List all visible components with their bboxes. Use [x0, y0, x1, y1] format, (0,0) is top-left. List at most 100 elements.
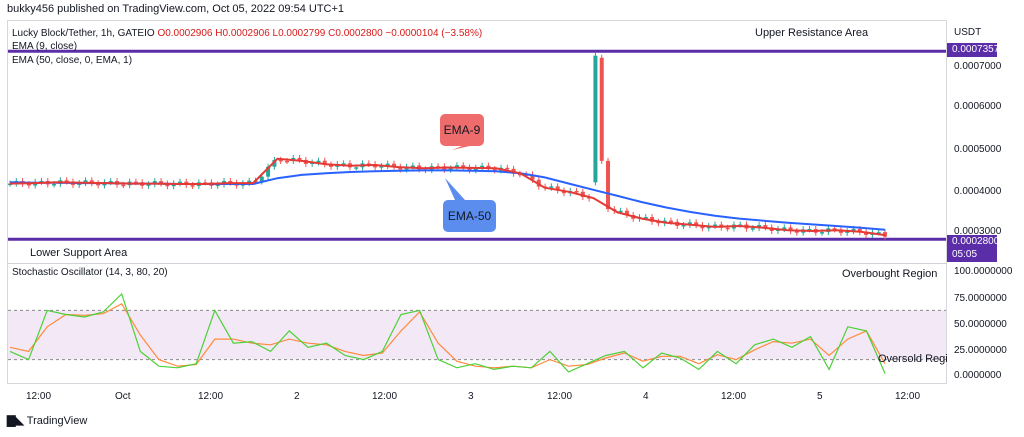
candle-body: [108, 181, 113, 183]
candle-body: [492, 169, 497, 171]
candle-body: [606, 160, 611, 210]
candle-body: [643, 217, 648, 219]
ema50-legend[interactable]: EMA (50, close, 0, EMA, 1): [12, 55, 133, 66]
time-tick: 12:00: [721, 391, 747, 402]
symbol-name: Lucky Block/Tether, 1h, GATEIO: [12, 28, 155, 39]
candle-body: [39, 180, 44, 183]
osc-tick: 100.0000000: [954, 266, 1013, 277]
candle-body: [473, 167, 478, 171]
brand-label: TradingView: [26, 415, 88, 427]
candle-body: [329, 164, 334, 167]
symbol-legend: Lucky Block/Tether, 1h, GATEIO O0.000290…: [12, 28, 482, 39]
candle-body: [668, 220, 673, 223]
candle-body: [656, 221, 661, 224]
candle-body: [681, 224, 686, 227]
time-tick: Oct: [115, 391, 131, 402]
candle-body: [845, 231, 850, 233]
candle-body: [618, 210, 623, 213]
time-tick: 2: [294, 391, 300, 402]
candle-body: [259, 176, 264, 182]
tradingview-footer[interactable]: ▇◣ TradingView: [7, 414, 87, 427]
price-tick: 0.0003000: [954, 226, 1002, 237]
candle-body: [177, 181, 182, 184]
candle-body: [278, 159, 283, 162]
candle-body: [461, 165, 466, 168]
oversold-label: Oversold Regi: [878, 353, 948, 365]
tradingview-logo-icon: ▇◣: [7, 415, 24, 427]
candle-body: [694, 222, 699, 226]
candle-body: [121, 184, 126, 187]
candle-body: [297, 157, 302, 160]
publisher-line: bukky456 published on TradingView.com, O…: [7, 3, 345, 15]
price-tick: 0.0005000: [954, 144, 1002, 155]
candle-body: [190, 185, 195, 187]
candle-body: [379, 166, 384, 168]
ema9-legend[interactable]: EMA (9, close): [12, 41, 78, 52]
publish-bar: bukky456 published on TradingView.com, O…: [0, 0, 1024, 20]
candle-body: [272, 159, 277, 167]
candle-body: [448, 168, 453, 170]
overbought-label: Overbought Region: [842, 268, 938, 280]
candle-body: [782, 227, 787, 230]
candle-body: [807, 229, 812, 231]
countdown-tag: 05:05: [947, 248, 997, 262]
ema9-callout: EMA-9: [440, 114, 484, 146]
stoch-legend[interactable]: Stochastic Oscillator (14, 3, 80, 20): [12, 267, 168, 278]
upper-resistance-label: Upper Resistance Area: [755, 27, 869, 39]
stoch-d-line: [9, 303, 886, 369]
candle-body: [215, 184, 220, 187]
candle-body: [820, 232, 825, 234]
time-tick: 12:00: [198, 391, 224, 402]
candle-body: [322, 160, 327, 165]
candle-body: [83, 180, 88, 184]
upper-price-tag: 0.0007357: [947, 43, 999, 57]
time-tick: 4: [643, 391, 649, 402]
candle-body: [385, 163, 390, 167]
candle-body: [26, 183, 31, 186]
candle-body: [266, 166, 271, 177]
osc-tick: 50.0000000: [954, 319, 1007, 330]
candle-body: [574, 190, 579, 193]
candle-body: [725, 227, 730, 230]
candle-body: [391, 163, 396, 167]
candle-body: [165, 183, 170, 187]
candle-body: [549, 186, 554, 188]
candle-body: [505, 167, 510, 170]
time-tick: 12:00: [372, 391, 398, 402]
candle-body: [832, 228, 837, 230]
candle-body: [341, 163, 346, 165]
candle-body: [864, 232, 869, 235]
ema50-callout-pointer: [445, 178, 465, 200]
candle-body: [52, 184, 57, 186]
price-tick: 0.0006000: [954, 101, 1002, 112]
candle-body: [530, 174, 535, 180]
time-tick: 12:00: [26, 391, 52, 402]
candle-body: [857, 228, 862, 233]
candle-body: [410, 165, 415, 168]
price-axis[interactable]: [947, 20, 1024, 384]
candle-body: [624, 210, 629, 216]
candle-body: [8, 183, 12, 186]
candle-body: [96, 183, 101, 186]
osc-tick: 75.0000000: [954, 293, 1007, 304]
candle-body: [64, 180, 69, 182]
candle-body: [247, 180, 252, 183]
candle-body: [593, 55, 598, 183]
candle-body: [284, 160, 289, 163]
candle-body: [713, 224, 718, 227]
candle-body: [555, 186, 560, 191]
current-price-tag: 0.0002800: [947, 235, 999, 249]
osc-tick: 0.0000000: [954, 370, 1002, 381]
pane-divider[interactable]: [7, 263, 947, 264]
candle-body: [354, 167, 359, 169]
lower-support-label: Lower Support Area: [30, 247, 128, 259]
candle-body: [228, 180, 233, 183]
candle-body: [851, 228, 856, 232]
candle-body: [366, 163, 371, 165]
candle-body: [146, 184, 151, 186]
price-tick: 0.0004000: [954, 186, 1002, 197]
candle-body: [750, 228, 755, 230]
candle-body: [133, 181, 138, 184]
osc-band: [8, 310, 946, 360]
